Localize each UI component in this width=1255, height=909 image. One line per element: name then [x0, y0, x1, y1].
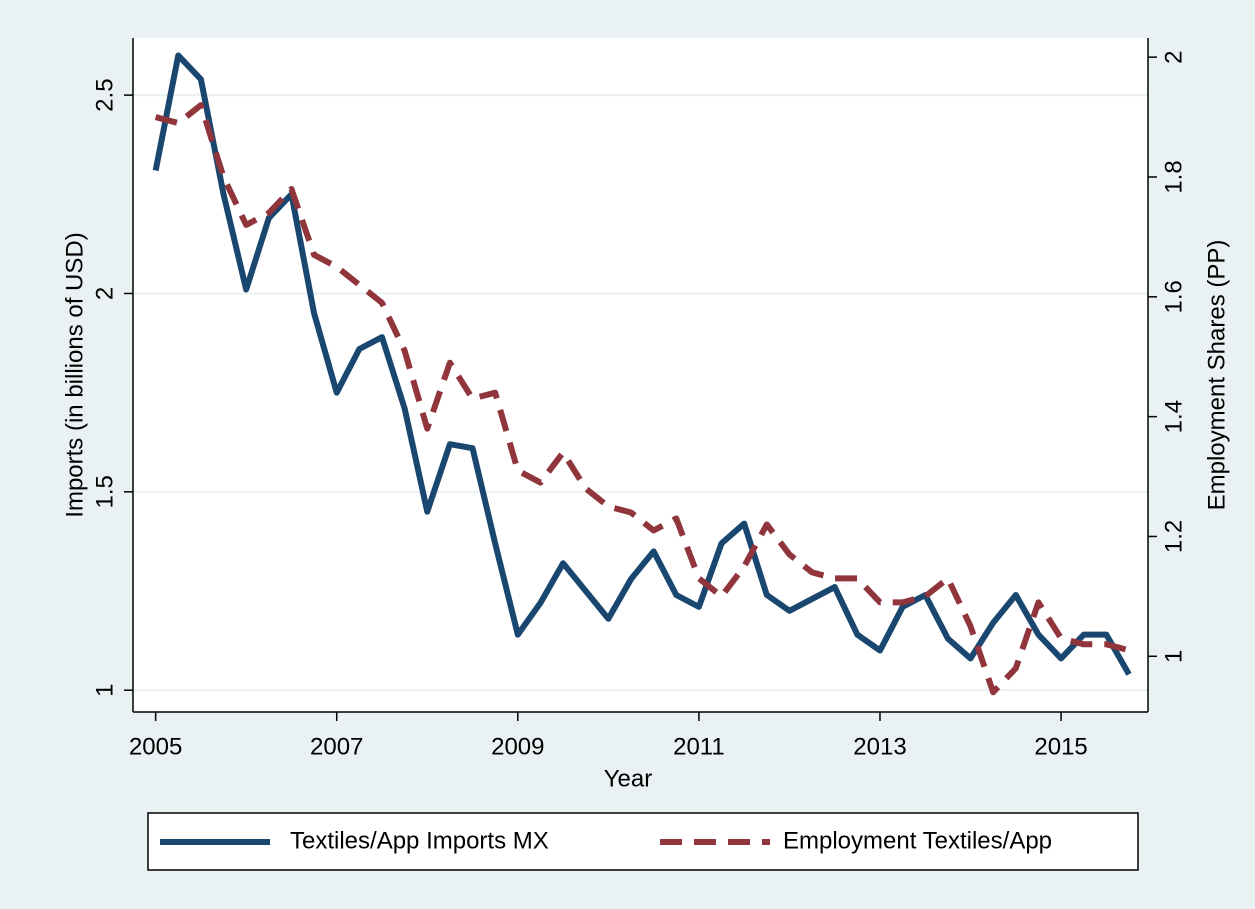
y-tick-label: 1 [91, 684, 118, 697]
y-axis-label: Imports (in billions of USD) [61, 232, 88, 517]
legend [147, 812, 1139, 871]
x-tick-label: 2013 [853, 733, 906, 760]
x-tick-label: 2015 [1034, 733, 1087, 760]
x-axis-label: Year [604, 765, 653, 792]
y-tick-label: 2 [91, 287, 118, 300]
x-tick-label: 2007 [310, 733, 363, 760]
y2-tick-label: 1.4 [1160, 400, 1187, 433]
y2-tick-label: 2 [1160, 50, 1187, 63]
series-line [152, 52, 1132, 676]
y2-tick-label: 1.6 [1160, 280, 1187, 313]
y2-tick-label: 1.2 [1160, 520, 1187, 553]
y2-axis-label: Employment Shares (PP) [1203, 240, 1230, 511]
plot-area [133, 38, 1148, 712]
legend-label: Employment Textiles/App [783, 827, 1052, 854]
y2-tick-label: 1.8 [1160, 160, 1187, 193]
x-tick-label: 2009 [491, 733, 544, 760]
series-line [154, 102, 1130, 696]
y-tick-label: 2.5 [91, 78, 118, 111]
legend-label: Textiles/App Imports MX [290, 827, 549, 854]
y-tick-label: 1.5 [91, 475, 118, 508]
x-tick-label: 2011 [673, 733, 725, 760]
y2-tick-label: 1 [1160, 650, 1187, 663]
x-tick-label: 2005 [129, 733, 182, 760]
